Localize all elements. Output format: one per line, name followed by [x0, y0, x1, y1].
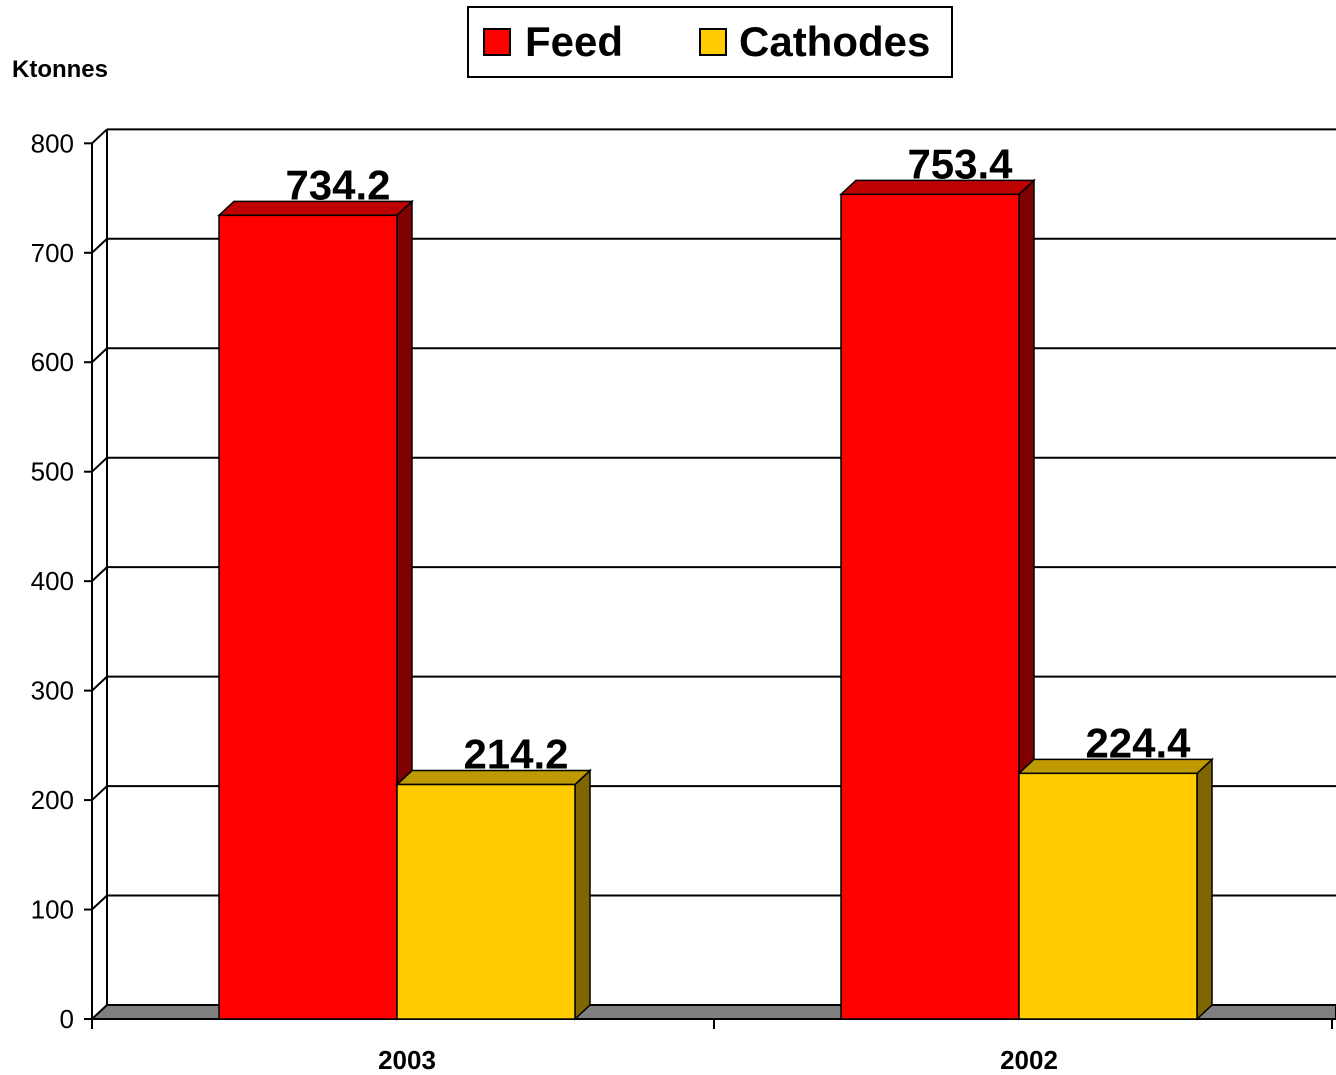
bar [1018, 772, 1198, 1020]
legend-swatch-cathodes [699, 28, 727, 56]
bar-side [1196, 757, 1213, 1021]
y-tick-label: 800 [31, 128, 74, 158]
x-category-label: 2002 [1000, 1045, 1058, 1075]
legend-item-cathodes: Cathodes [699, 8, 930, 76]
bar [396, 783, 576, 1020]
bar [218, 214, 398, 1020]
y-axis-unit-label: Ktonnes [12, 56, 108, 83]
gridline-wall [91, 785, 108, 801]
bar-value-label: 753.4 [907, 140, 1013, 187]
y-tick-label: 300 [31, 676, 74, 706]
y-tick-label: 500 [31, 457, 74, 487]
bar-value-label: 734.2 [285, 161, 390, 208]
y-tick-label: 100 [31, 895, 74, 925]
legend-swatch-feed [483, 28, 511, 56]
bar-value-label: 224.4 [1085, 719, 1191, 766]
bar-side [574, 768, 591, 1021]
bar-value-label: 214.2 [463, 731, 568, 778]
gridline-wall [91, 238, 108, 254]
y-tick-label: 200 [31, 785, 74, 815]
gridline-wall [91, 456, 108, 473]
gridline-wall [91, 128, 108, 145]
gridline-wall [91, 566, 108, 582]
gridline-wall [91, 894, 108, 911]
y-tick-label: 400 [31, 566, 74, 596]
legend-item-feed: Feed [483, 8, 623, 76]
gridline-wall [91, 675, 108, 692]
legend-label-cathodes: Cathodes [739, 18, 931, 65]
x-category-label: 2003 [378, 1045, 436, 1075]
y-tick-label: 700 [31, 238, 74, 268]
y-tick-label: 600 [31, 347, 74, 377]
gridline-wall [91, 347, 108, 363]
bar [840, 193, 1020, 1020]
chart-legend: Feed Cathodes [467, 6, 953, 78]
y-tick-label: 0 [60, 1004, 74, 1034]
legend-label-feed: Feed [525, 18, 624, 65]
